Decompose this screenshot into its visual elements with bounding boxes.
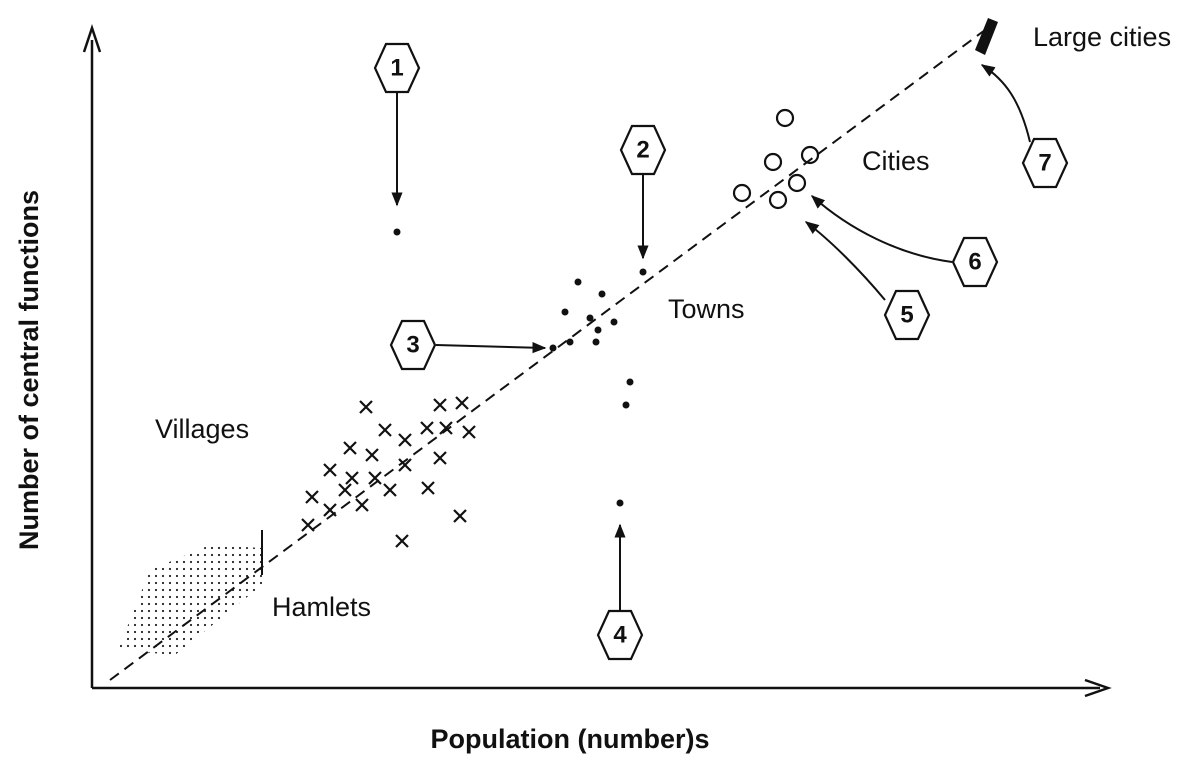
town-mark: [622, 401, 630, 409]
arrow: [435, 342, 547, 354]
town-mark: [592, 338, 600, 346]
village-mark: [355, 498, 369, 512]
callout-number: 5: [900, 301, 913, 328]
city-mark: [732, 183, 752, 203]
callout-hexagon: [883, 289, 931, 341]
village-mark: [343, 441, 357, 455]
village-mark: [420, 421, 434, 435]
village-mark: [345, 471, 359, 485]
village-mark: [323, 503, 337, 517]
town-mark: [616, 499, 624, 507]
village-mark: [439, 421, 453, 435]
hamlet-area: [118, 545, 262, 655]
axes: [82, 24, 1112, 698]
callout-hexagon: [389, 319, 437, 371]
village-mark: [301, 518, 315, 532]
arrows: [391, 64, 1031, 610]
arrow: [810, 195, 953, 263]
region-label: Villages: [155, 414, 249, 444]
callout-hexagon: [373, 42, 421, 94]
large-city-mark: [975, 18, 998, 55]
arrow: [980, 64, 1031, 143]
region-label: Hamlets: [272, 592, 371, 622]
arrow: [804, 221, 886, 301]
village-mark: [455, 396, 469, 410]
village-mark: [433, 451, 447, 465]
callout-hexagon: [951, 236, 999, 288]
village-mark: [398, 433, 412, 447]
town-mark: [639, 268, 647, 276]
region-label: Cities: [862, 146, 930, 176]
city-mark: [763, 152, 783, 172]
village-mark: [395, 534, 409, 548]
callout-hexagon: [596, 609, 644, 661]
callout-hexagon: [1021, 137, 1069, 189]
city-mark: [768, 190, 788, 210]
city-mark: [775, 108, 795, 128]
callout-number: 1: [390, 54, 403, 81]
village-mark: [433, 398, 447, 412]
callouts: 1 2 3 4 5 6 7: [373, 42, 1069, 661]
town-mark: [610, 318, 618, 326]
town-mark: [594, 326, 602, 334]
village-mark: [359, 400, 373, 414]
village-mark: [365, 448, 379, 462]
village-mark: [421, 481, 435, 495]
x-axis-label: Population (number)s: [431, 724, 710, 754]
region-label: Large cities: [1033, 22, 1171, 52]
callout-number: 2: [636, 136, 649, 163]
village-mark: [378, 423, 392, 437]
village-mark: [398, 458, 412, 472]
town-mark: [561, 308, 569, 316]
region-label: Towns: [668, 294, 745, 324]
town-mark: [626, 378, 634, 386]
y-arrow: [82, 24, 102, 53]
city-mark: [787, 173, 807, 193]
callout-number: 4: [613, 621, 627, 648]
callout-number: 6: [968, 248, 981, 275]
village-mark: [462, 425, 476, 439]
x-arrow: [1084, 678, 1112, 698]
town-mark: [393, 228, 401, 236]
trend-line: [109, 29, 986, 681]
town-mark: [566, 338, 574, 346]
callout-number: 7: [1038, 149, 1051, 176]
village-mark: [368, 471, 382, 485]
city-mark: [800, 145, 820, 165]
village-mark: [383, 483, 397, 497]
callout-hexagon: [619, 124, 667, 176]
village-mark: [338, 483, 352, 497]
village-mark: [305, 490, 319, 504]
town-mark: [549, 344, 557, 352]
callout-number: 3: [406, 331, 419, 358]
town-mark: [574, 278, 582, 286]
town-mark: [598, 290, 606, 298]
village-mark: [323, 463, 337, 477]
town-mark: [586, 314, 594, 322]
village-mark: [453, 509, 467, 523]
marks: [301, 108, 820, 548]
y-axis-label: Number of central functions: [14, 190, 44, 550]
